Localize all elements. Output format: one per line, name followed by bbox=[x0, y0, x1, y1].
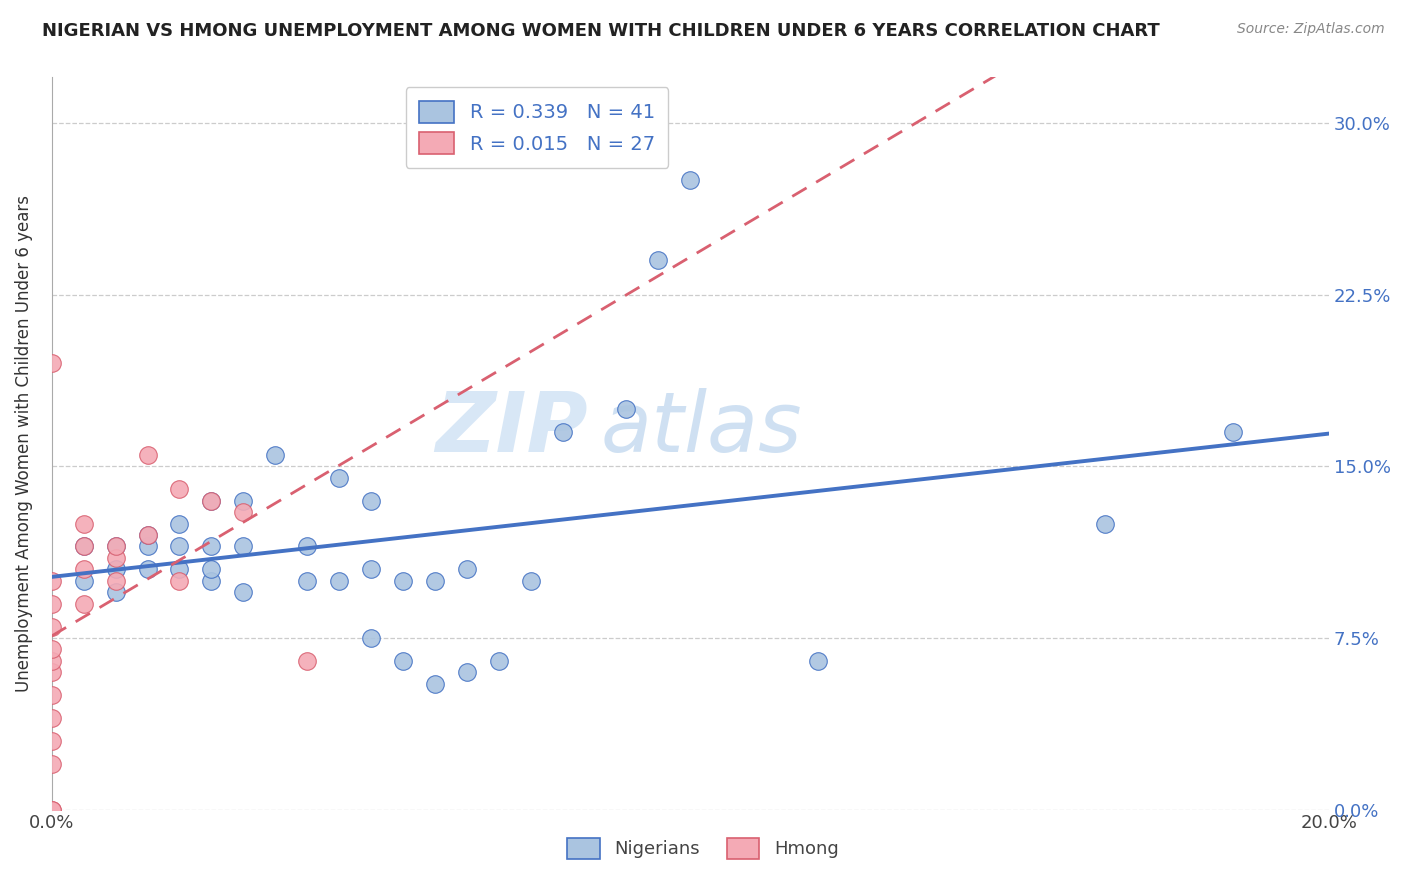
Point bbox=[41, 803, 63, 817]
Point bbox=[807, 654, 830, 668]
Point bbox=[169, 540, 191, 554]
Point bbox=[136, 448, 159, 462]
Point bbox=[392, 654, 415, 668]
Point bbox=[456, 665, 478, 680]
Point bbox=[136, 528, 159, 542]
Point bbox=[232, 585, 254, 599]
Point bbox=[41, 711, 63, 725]
Point bbox=[104, 574, 127, 588]
Point bbox=[41, 756, 63, 771]
Point bbox=[169, 574, 191, 588]
Point bbox=[73, 516, 96, 531]
Point bbox=[41, 803, 63, 817]
Point bbox=[73, 562, 96, 576]
Point bbox=[328, 574, 350, 588]
Point bbox=[136, 540, 159, 554]
Legend: Nigerians, Hmong: Nigerians, Hmong bbox=[557, 827, 849, 870]
Text: Source: ZipAtlas.com: Source: ZipAtlas.com bbox=[1237, 22, 1385, 37]
Point bbox=[41, 654, 63, 668]
Point bbox=[41, 356, 63, 370]
Point bbox=[423, 574, 446, 588]
Point bbox=[200, 562, 222, 576]
Point bbox=[41, 619, 63, 633]
Point bbox=[456, 562, 478, 576]
Point bbox=[360, 493, 382, 508]
Y-axis label: Unemployment Among Women with Children Under 6 years: Unemployment Among Women with Children U… bbox=[15, 195, 32, 692]
Point bbox=[488, 654, 510, 668]
Point bbox=[616, 402, 638, 417]
Point bbox=[392, 574, 415, 588]
Point bbox=[169, 562, 191, 576]
Point bbox=[41, 642, 63, 657]
Point bbox=[679, 173, 702, 187]
Point bbox=[295, 540, 318, 554]
Point bbox=[136, 528, 159, 542]
Point bbox=[136, 562, 159, 576]
Legend: R = 0.339   N = 41, R = 0.015   N = 27: R = 0.339 N = 41, R = 0.015 N = 27 bbox=[405, 87, 668, 168]
Point bbox=[104, 585, 127, 599]
Point bbox=[264, 448, 287, 462]
Point bbox=[104, 562, 127, 576]
Point bbox=[1222, 425, 1244, 439]
Point bbox=[73, 597, 96, 611]
Point bbox=[647, 253, 669, 268]
Point bbox=[200, 493, 222, 508]
Point bbox=[41, 597, 63, 611]
Point bbox=[41, 574, 63, 588]
Point bbox=[519, 574, 541, 588]
Point bbox=[295, 654, 318, 668]
Point bbox=[73, 540, 96, 554]
Point bbox=[295, 574, 318, 588]
Text: NIGERIAN VS HMONG UNEMPLOYMENT AMONG WOMEN WITH CHILDREN UNDER 6 YEARS CORRELATI: NIGERIAN VS HMONG UNEMPLOYMENT AMONG WOM… bbox=[42, 22, 1160, 40]
Text: atlas: atlas bbox=[600, 388, 803, 469]
Point bbox=[328, 471, 350, 485]
Point bbox=[232, 493, 254, 508]
Point bbox=[360, 562, 382, 576]
Point bbox=[200, 540, 222, 554]
Point bbox=[169, 516, 191, 531]
Point bbox=[232, 540, 254, 554]
Point bbox=[169, 482, 191, 496]
Point bbox=[73, 574, 96, 588]
Point bbox=[200, 574, 222, 588]
Point bbox=[104, 540, 127, 554]
Point bbox=[104, 550, 127, 565]
Point bbox=[360, 631, 382, 645]
Point bbox=[104, 540, 127, 554]
Point bbox=[41, 688, 63, 702]
Point bbox=[200, 493, 222, 508]
Point bbox=[73, 540, 96, 554]
Point bbox=[551, 425, 574, 439]
Point bbox=[41, 665, 63, 680]
Point bbox=[41, 734, 63, 748]
Point bbox=[423, 676, 446, 690]
Text: ZIP: ZIP bbox=[436, 388, 588, 469]
Point bbox=[1094, 516, 1116, 531]
Point bbox=[232, 505, 254, 519]
